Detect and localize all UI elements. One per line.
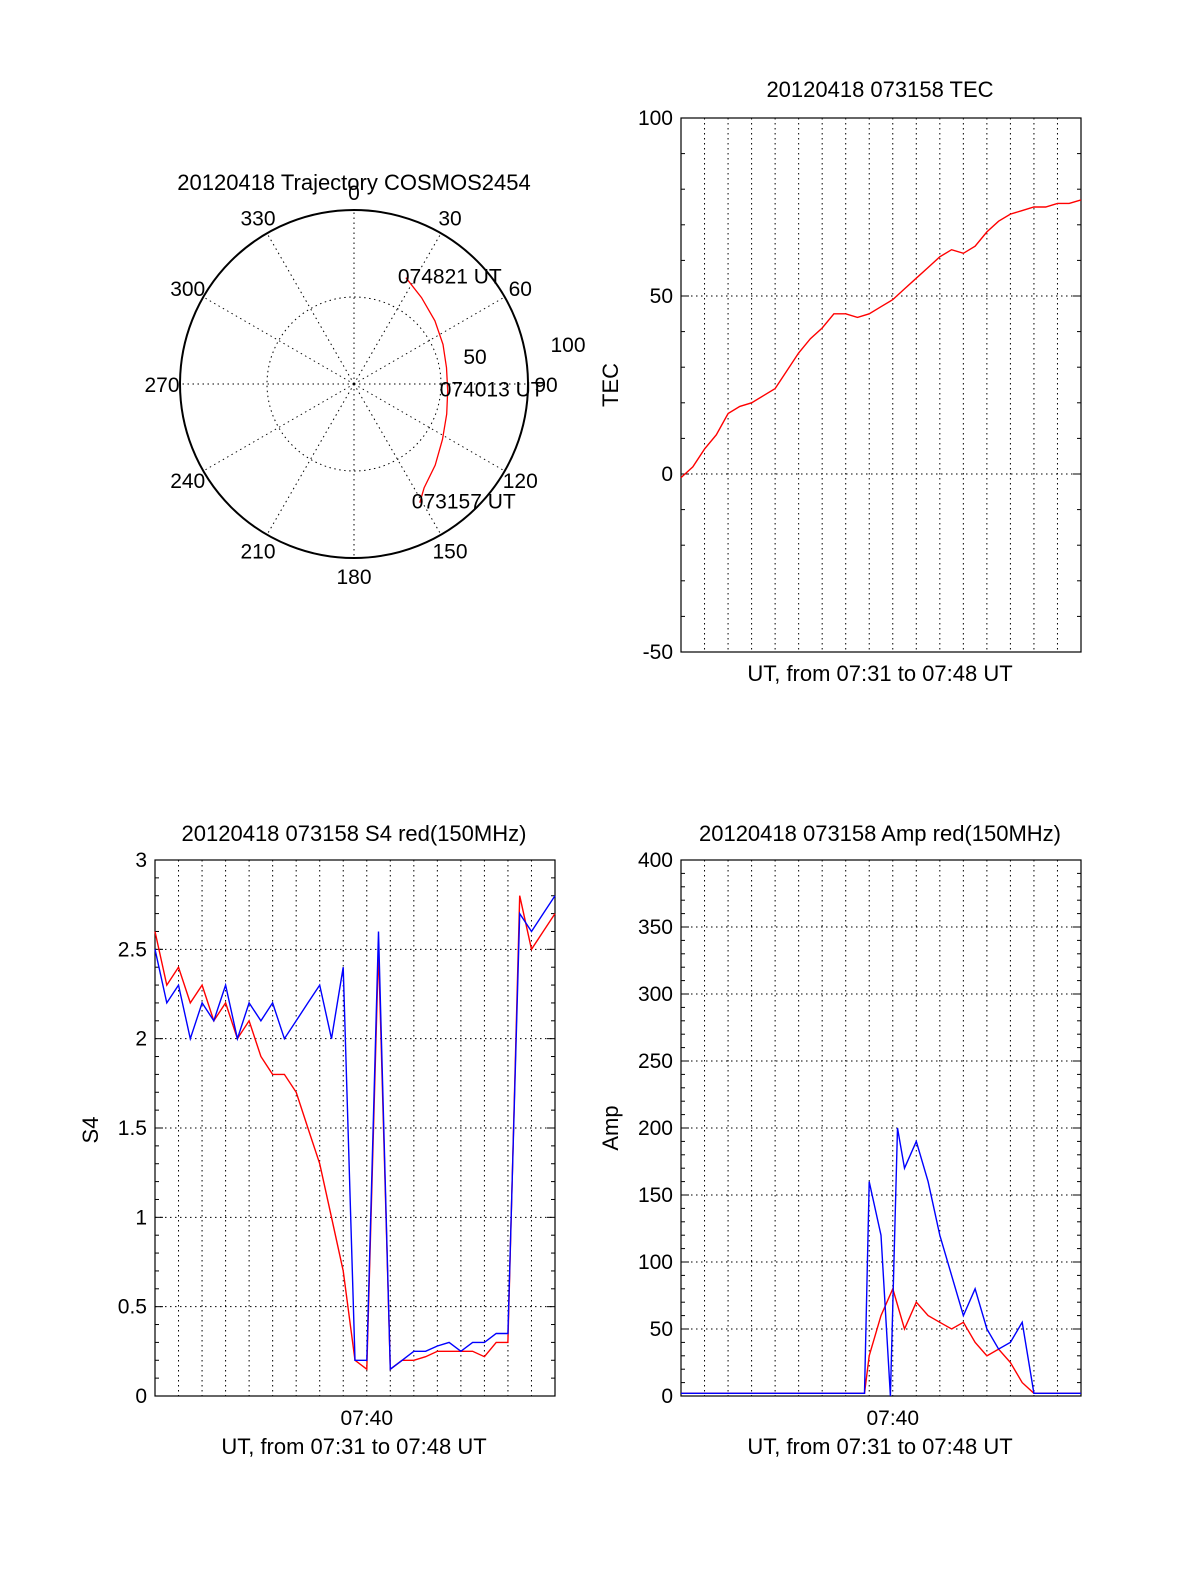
polar-spoke xyxy=(353,383,442,535)
tec-axes: -50 0 50 100 xyxy=(638,107,1082,664)
amp-series-line-1 xyxy=(681,1127,1081,1397)
tec-series xyxy=(680,199,1082,479)
amp-ytick-label: 0 xyxy=(661,1385,673,1408)
amp-xlabel: UT, from 07:31 to 07:48 UT xyxy=(747,1434,1012,1459)
s4-frame xyxy=(154,859,556,1397)
s4-series-line-0 xyxy=(154,895,556,1371)
polar-annotations: 074821 UT 074013 UT 073157 UT xyxy=(398,266,544,514)
polar-spoke xyxy=(266,383,355,535)
trajectory-line xyxy=(405,277,449,503)
polar-spoke xyxy=(353,233,442,385)
polar-azimuth-label: 90 xyxy=(534,374,557,397)
s4-xtick-label: 07:40 xyxy=(340,1407,393,1430)
polar-radial-label-50: 50 xyxy=(463,346,486,369)
trajectory-time-annotation: 073157 UT xyxy=(412,491,516,514)
tec-series-line-0 xyxy=(680,199,1082,479)
amp-ytick-label: 300 xyxy=(638,983,673,1006)
amp-series-line-0 xyxy=(681,1286,1081,1395)
s4-series-line-1 xyxy=(154,895,556,1371)
polar-azimuth-label: 120 xyxy=(503,470,538,493)
polar-spoke xyxy=(203,383,355,472)
polar-azimuth-label: 150 xyxy=(432,540,467,563)
amp-ytick-label: 200 xyxy=(638,1117,673,1140)
tec-ytick-label: 50 xyxy=(650,285,673,308)
polar-azimuth-label: 180 xyxy=(336,566,371,589)
s4-ytick-label: 1 xyxy=(135,1206,147,1229)
polar-azimuth-label: 330 xyxy=(240,208,275,231)
polar-azimuth-label: 0 xyxy=(348,182,360,205)
s4-ytick-label: 0 xyxy=(135,1385,147,1408)
amp-ytick-label: 150 xyxy=(638,1184,673,1207)
amp-ylabel: Amp xyxy=(598,1105,623,1150)
polar-trajectory-series xyxy=(405,277,449,503)
polar-spoke xyxy=(353,296,505,385)
s4-ylabel: S4 xyxy=(78,1117,103,1144)
amp-series xyxy=(681,1127,1081,1397)
polar-title: 20120418 Trajectory COSMOS2454 xyxy=(177,170,530,195)
amp-xtick-label: 07:40 xyxy=(866,1407,919,1430)
polar-radial-label-100: 100 xyxy=(550,334,585,357)
polar-azimuth-label: 270 xyxy=(144,374,179,397)
s4-ytick-label: 2 xyxy=(135,1028,147,1051)
polar-azimuth-label: 240 xyxy=(170,470,205,493)
amp-ytick-label: 250 xyxy=(638,1050,673,1073)
tec-ylabel: TEC xyxy=(598,363,623,407)
trajectory-time-annotation: 074013 UT xyxy=(440,379,544,402)
s4-ytick-label: 3 xyxy=(135,849,147,872)
tec-title: 20120418 073158 TEC xyxy=(766,77,993,102)
polar-inner-circle xyxy=(266,296,442,472)
polar-azimuth-label: 300 xyxy=(170,278,205,301)
tec-panel: 20120418 073158 TEC -50 0 50 100 UT, from 0… xyxy=(598,77,1082,686)
tec-ytick-label: 100 xyxy=(638,107,673,130)
trajectory-time-annotation: 074821 UT xyxy=(398,266,502,289)
amp-ytick-label: 50 xyxy=(650,1318,673,1341)
s4-ytick-label: 1.5 xyxy=(118,1117,147,1140)
tec-xlabel: UT, from 07:31 to 07:48 UT xyxy=(747,661,1012,686)
polar-azimuth-label: 60 xyxy=(509,278,532,301)
s4-xlabel: UT, from 07:31 to 07:48 UT xyxy=(221,1434,486,1459)
tec-frame xyxy=(680,117,1082,653)
polar-spoke xyxy=(203,296,355,385)
tec-ytick-label: -50 xyxy=(643,641,673,664)
polar-spoke xyxy=(266,233,355,385)
amp-frame xyxy=(680,859,1082,1397)
polar-spoke xyxy=(353,383,505,472)
amp-ytick-label: 400 xyxy=(638,849,673,872)
polar-azimuth-labels: 0 30 60 90 120 150 180 210 240 270 300 330 xyxy=(144,182,557,589)
tec-ytick-label: 0 xyxy=(661,463,673,486)
polar-azimuth-label: 30 xyxy=(438,208,461,231)
polar-outer-circle xyxy=(179,209,529,559)
s4-series xyxy=(154,895,556,1371)
polar-trajectory-panel: 20120418 Trajectory COSMOS2454 0 30 60 90 12… xyxy=(144,170,585,589)
s4-ytick-label: 2.5 xyxy=(118,938,147,961)
polar-grid xyxy=(179,209,529,559)
s4-axes: 0 0.5 1 1.5 2 2.5 3 07:40 xyxy=(118,849,556,1430)
polar-azimuth-label: 210 xyxy=(240,540,275,563)
s4-title: 20120418 073158 S4 red(150MHz) xyxy=(182,821,527,846)
s4-ytick-label: 0.5 xyxy=(118,1296,147,1319)
amp-axes: 0 50 100 150 200 250 300 350 400 07:40 xyxy=(638,849,1082,1430)
amp-ytick-label: 350 xyxy=(638,916,673,939)
amp-title: 20120418 073158 Amp red(150MHz) xyxy=(699,821,1061,846)
amp-panel: 20120418 073158 Amp red(150MHz) 0 50 100 15… xyxy=(598,821,1082,1459)
amp-ytick-label: 100 xyxy=(638,1251,673,1274)
s4-panel: 20120418 073158 S4 red(150MHz) 0 0.5 1 1.5 2… xyxy=(78,821,556,1459)
